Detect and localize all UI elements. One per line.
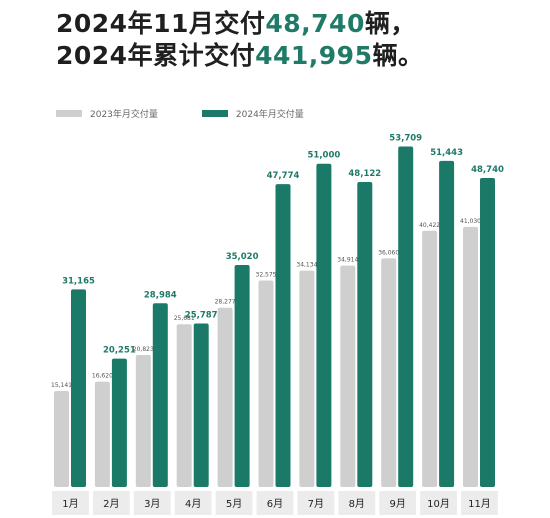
bar-label-2023: 15,141 bbox=[51, 382, 72, 389]
headline-1-number: 48,740 bbox=[265, 9, 365, 38]
legend-label-2023: 2023年月交付量 bbox=[90, 110, 158, 120]
bar-label-2023: 34,914 bbox=[337, 257, 358, 264]
month-label-bg bbox=[297, 491, 335, 515]
chart-legend: 2023年月交付量 2024年月交付量 bbox=[56, 107, 348, 120]
bar-2024 bbox=[275, 184, 291, 487]
legend-item-2024: 2024年月交付量 bbox=[201, 107, 304, 120]
bar-2023 bbox=[94, 381, 110, 487]
month-label-bg bbox=[461, 491, 498, 515]
bar-2023 bbox=[135, 354, 151, 487]
bar-label-2024: 28,984 bbox=[144, 290, 177, 300]
headline-line-2: 2024年累计交付441,995辆。 bbox=[56, 36, 423, 72]
month-label: 9月 bbox=[389, 498, 405, 510]
bar-label-2023: 36,060 bbox=[378, 249, 399, 256]
month-label-bg bbox=[379, 491, 417, 515]
month-label: 1月 bbox=[62, 498, 78, 510]
month-label-bg bbox=[338, 491, 376, 515]
bar-label-2024: 53,709 bbox=[389, 134, 422, 144]
bar-2023 bbox=[299, 270, 315, 487]
month-label-bg bbox=[174, 491, 212, 515]
bar-label-2023: 25,681 bbox=[174, 315, 195, 322]
bar-2024 bbox=[316, 163, 332, 488]
month-label: 10月 bbox=[427, 498, 450, 510]
bar-2024 bbox=[480, 178, 495, 488]
month-label-bg bbox=[133, 491, 171, 515]
bar-label-2023: 16,620 bbox=[92, 373, 113, 380]
bar-2024 bbox=[357, 181, 373, 487]
month-label-bg bbox=[92, 491, 130, 515]
bar-2024 bbox=[111, 358, 127, 487]
bar-label-2024: 51,443 bbox=[430, 148, 463, 158]
headline-line-1: 2024年11月交付48,740辆， bbox=[56, 4, 416, 40]
month-label-bg bbox=[52, 491, 89, 515]
month-label-bg bbox=[215, 491, 253, 515]
month-label: 2月 bbox=[103, 498, 119, 510]
bar-2024 bbox=[439, 160, 455, 487]
month-label: 4月 bbox=[185, 498, 201, 510]
bar-label-2024: 47,774 bbox=[267, 171, 300, 181]
bar-2024 bbox=[398, 146, 414, 487]
bar-label-2023: 20,823 bbox=[133, 346, 154, 353]
month-label-bg bbox=[420, 491, 457, 515]
bar-label-2023: 32,575 bbox=[256, 271, 277, 278]
month-label: 11月 bbox=[468, 498, 491, 510]
bar-2023 bbox=[381, 258, 397, 487]
month-label: 3月 bbox=[144, 498, 160, 510]
bar-2023 bbox=[217, 307, 233, 487]
bar-label-2024: 51,000 bbox=[307, 151, 340, 161]
legend-swatch-2023 bbox=[56, 110, 82, 117]
bar-label-2024: 48,740 bbox=[471, 165, 504, 175]
headline-2-number: 441,995 bbox=[255, 41, 373, 70]
bar-2023 bbox=[463, 226, 478, 487]
bar-2023 bbox=[340, 265, 356, 487]
bar-label-2023: 40,422 bbox=[419, 222, 440, 229]
bar-label-2023: 34,134 bbox=[296, 262, 317, 269]
bar-2023 bbox=[54, 391, 69, 487]
bar-label-2024: 25,787 bbox=[185, 311, 218, 321]
bar-2024 bbox=[234, 264, 250, 487]
bar-label-2023: 41,030 bbox=[460, 218, 481, 225]
bar-2024 bbox=[152, 303, 168, 487]
month-label-bg bbox=[256, 491, 294, 515]
month-label: 8月 bbox=[349, 498, 365, 510]
bar-2023 bbox=[422, 230, 438, 487]
bar-2023 bbox=[258, 280, 274, 487]
bar-label-2024: 35,020 bbox=[226, 252, 259, 262]
bar-label-2024: 48,122 bbox=[348, 169, 381, 179]
bar-2023 bbox=[176, 324, 192, 487]
legend-swatch-2024 bbox=[201, 110, 228, 117]
headline-2-suffix: 辆。 bbox=[372, 41, 424, 70]
bar-2024 bbox=[193, 323, 209, 487]
headline-2-prefix: 2024年累计交付 bbox=[56, 41, 256, 70]
month-label: 6月 bbox=[267, 498, 283, 510]
bar-2024 bbox=[71, 289, 86, 487]
month-label: 5月 bbox=[226, 498, 242, 510]
headline-1-suffix: 辆， bbox=[364, 9, 416, 38]
bar-label-2024: 31,165 bbox=[62, 276, 95, 286]
bar-label-2024: 20,251 bbox=[103, 346, 136, 356]
legend-item-2023: 2023年月交付量 bbox=[56, 107, 158, 120]
bar-label-2023: 28,277 bbox=[215, 299, 236, 306]
legend-label-2024: 2024年月交付量 bbox=[235, 110, 304, 120]
month-label: 7月 bbox=[308, 498, 324, 510]
headline-1-prefix: 2024年11月交付 bbox=[56, 9, 266, 38]
